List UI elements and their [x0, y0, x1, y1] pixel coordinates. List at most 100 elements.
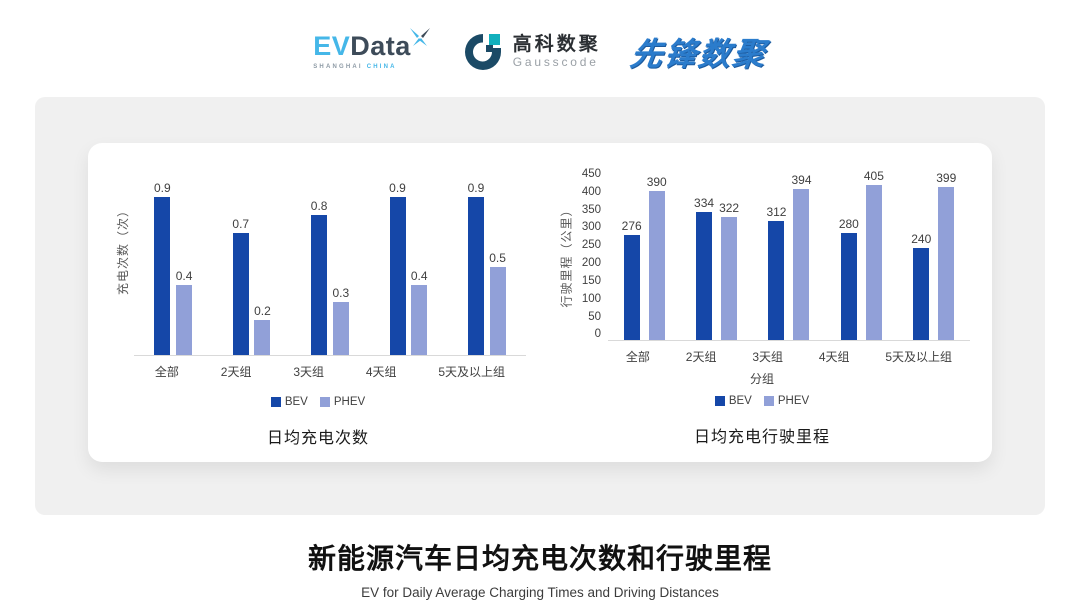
y-axis-label-column: 充电次数（次）	[110, 143, 134, 356]
bar-group: 334 322	[694, 197, 739, 340]
bar-value-label: 0.4	[175, 269, 193, 283]
category-label: 4天组	[365, 365, 397, 379]
bar-value-label: 240	[911, 232, 932, 246]
bar-wrapper: 0.9	[154, 182, 171, 355]
bar-bev	[768, 221, 785, 340]
category-axis: 全部 2天组 3天组 4天组 5天及以上组	[554, 348, 970, 365]
evdata-data-text: Data	[350, 31, 411, 61]
bar-wrapper: 280	[839, 218, 859, 340]
legend-swatch	[319, 397, 330, 407]
bar-group: 0.8 0.3	[311, 200, 349, 355]
bar-phev	[254, 320, 271, 355]
bar-phev	[332, 302, 349, 355]
y-axis-ticks: 450 400 350 300 250 200 150 100 50 0	[578, 168, 608, 341]
category-label: 2天组	[220, 365, 252, 379]
bar-phev	[489, 267, 506, 355]
bar-value-label: 280	[838, 217, 859, 231]
legend-item-phev: PHEV	[763, 395, 810, 407]
bar-phev	[793, 189, 810, 340]
xianfeng-logo: 先锋数聚	[627, 35, 770, 72]
footer: 新能源汽车日均充电次数和行驶里程 EV for Daily Average Ch…	[0, 537, 1080, 600]
tick-label: 450	[581, 168, 601, 180]
bar-value-label: 0.3	[332, 286, 350, 300]
gray-panel: 充电次数（次） 0.9 0.4 0.7 0.2 0.8 0.3 0.9 0.4 0.9 0.5 全部 2…	[35, 97, 1045, 515]
charts-card: 充电次数（次） 0.9 0.4 0.7 0.2 0.8 0.3 0.9 0.4 0.9 0.5 全部 2…	[88, 143, 992, 462]
legend-swatch	[714, 396, 725, 406]
tick-label: 100	[581, 292, 601, 305]
bar-wrapper: 0.7	[232, 218, 249, 355]
bar-wrapper: 0.9	[389, 182, 406, 355]
bar-phev	[411, 285, 428, 355]
plot-region: 0.9 0.4 0.7 0.2 0.8 0.3 0.9 0.4 0.9 0.5	[134, 143, 526, 356]
bar-value-label: 0.7	[232, 217, 250, 231]
bar-group: 280 405	[839, 170, 884, 340]
bar-wrapper: 405	[864, 170, 884, 340]
category-label: 3天组	[293, 365, 324, 379]
bar-wrapper: 322	[719, 202, 739, 340]
bar-wrapper: 0.2	[254, 305, 271, 355]
bar-phev	[721, 217, 738, 340]
bar-value-label: 399	[936, 171, 957, 185]
bar-wrapper: 0.5	[489, 252, 506, 355]
bar-bev	[467, 197, 484, 355]
gausscode-cn-text: 高科数聚	[512, 33, 601, 55]
bar-value-label: 0.9	[467, 181, 485, 195]
chart-title: 日均充电行驶里程	[693, 429, 830, 446]
y-axis-label-column: 行驶里程（公里）	[554, 169, 578, 341]
tick-label: 200	[581, 257, 601, 270]
bar-wrapper: 399	[936, 172, 956, 340]
tick-label: 150	[581, 274, 601, 287]
bar-value-label: 0.8	[310, 199, 328, 213]
bar-bev	[389, 197, 406, 355]
bar-value-label: 0.4	[410, 269, 428, 283]
bar-phev	[865, 185, 882, 340]
bar-phev	[938, 187, 955, 340]
bar-bev	[311, 215, 328, 355]
plot-region: 276 390 334 322 312 394 280 405 240 399	[608, 169, 970, 341]
bar-wrapper: 276	[622, 220, 642, 340]
page-subtitle: EV for Daily Average Charging Times and …	[361, 585, 719, 600]
bar-value-label: 334	[694, 196, 715, 210]
bar-wrapper: 334	[694, 197, 714, 340]
category-label: 4天组	[818, 350, 850, 364]
bar-value-label: 405	[863, 169, 884, 183]
bar-phev	[176, 285, 193, 355]
bar-wrapper: 390	[647, 176, 667, 340]
bar-group: 0.9 0.4	[154, 182, 192, 355]
legend-item-bev: BEV	[270, 396, 308, 408]
bar-value-label: 0.2	[254, 304, 271, 318]
bar-wrapper: 312	[766, 206, 786, 340]
tick-label: 0	[594, 328, 601, 341]
bar-wrapper: 394	[791, 174, 812, 340]
legend-swatch	[763, 396, 774, 406]
legend-label: BEV	[728, 395, 752, 407]
bar-group: 0.9 0.5	[468, 182, 506, 355]
y-axis-label: 充电次数（次）	[115, 203, 130, 296]
legend: BEV PHEV	[554, 395, 970, 407]
gausscode-en-text: Gausscode	[512, 54, 599, 69]
evdata-logo: EV Data SHANGHAI CHINA	[313, 28, 431, 70]
legend-item-bev: BEV	[714, 395, 752, 407]
bar-groups: 276 390 334 322 312 394 280 405 240 399	[608, 169, 970, 340]
page-title: 新能源汽车日均充电次数和行驶里程	[307, 543, 772, 574]
category-axis: 全部 2天组 3天组 4天组 5天及以上组	[110, 363, 526, 380]
evdata-sub-china: CHINA	[366, 64, 397, 70]
legend-item-phev: PHEV	[319, 396, 365, 408]
bar-wrapper: 240	[911, 233, 931, 340]
bar-group: 276 390	[622, 176, 667, 340]
evdata-ev-text: EV	[313, 31, 351, 61]
bar-value-label: 0.9	[389, 181, 406, 195]
tick-label: 350	[581, 203, 601, 216]
bar-value-label: 0.9	[154, 181, 171, 195]
chart-daily-charging-times: 充电次数（次） 0.9 0.4 0.7 0.2 0.8 0.3 0.9 0.4 0.9 0.5 全部 2…	[96, 143, 540, 462]
evdata-star-icon	[409, 28, 430, 46]
legend-label: PHEV	[777, 395, 810, 407]
bar-wrapper: 0.4	[175, 269, 193, 355]
x-axis-title: 分组	[749, 372, 774, 386]
bar-bev	[623, 235, 640, 340]
bar-value-label: 0.5	[489, 251, 506, 265]
category-label: 3天组	[752, 350, 783, 364]
evdata-wordmark: EV Data	[313, 33, 411, 60]
bar-wrapper: 0.8	[310, 199, 328, 355]
bar-wrapper: 0.3	[332, 287, 349, 355]
